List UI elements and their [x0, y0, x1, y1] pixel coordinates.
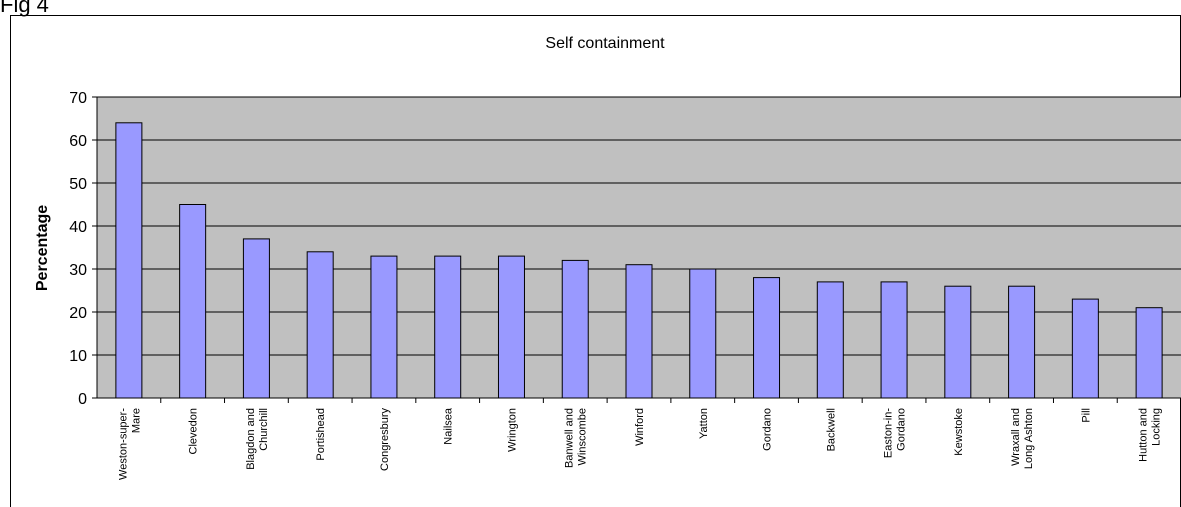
bar	[1071, 298, 1099, 399]
x-tick-label: Banwell andWinscombe	[564, 408, 589, 468]
bar	[434, 255, 462, 399]
x-tick-label: Kewstoke	[953, 408, 965, 456]
x-tick-label: Hutton andLocking	[1138, 408, 1163, 462]
x-tick-labels: Weston-super-Mare Clevedon Blagdon andChur…	[117, 407, 1162, 480]
x-tick-label: Wrington	[506, 408, 518, 452]
bar	[880, 281, 908, 399]
bar	[497, 255, 525, 399]
x-tick-label: Backwell	[825, 408, 837, 451]
bar	[370, 255, 398, 399]
bar	[242, 238, 270, 399]
bar	[1008, 285, 1036, 399]
x-tick-label: Nailsea	[443, 407, 455, 445]
y-tick-label: 40	[69, 219, 87, 236]
bar	[306, 251, 334, 399]
bar	[179, 204, 207, 399]
bar	[944, 285, 972, 399]
y-tick-label: 70	[69, 90, 87, 107]
y-axis-label: Percentage	[34, 205, 51, 291]
y-tick-label: 50	[69, 176, 87, 193]
x-tick-label: Winford	[634, 408, 646, 446]
x-tick-label: Easton-in-Gordano	[883, 408, 908, 458]
y-tick-label: 0	[78, 391, 87, 408]
bar	[561, 259, 589, 399]
y-tick-label: 10	[69, 348, 87, 365]
x-tick-label: Blagdon andChurchill	[245, 408, 270, 470]
bars	[115, 122, 1163, 399]
figure-label: Fig 4	[0, 0, 49, 17]
bar	[1135, 307, 1163, 399]
x-tick-label: Pill	[1080, 408, 1092, 423]
bar	[816, 281, 844, 399]
y-tick-label: 30	[69, 262, 87, 279]
x-tick-label: Portishead	[315, 408, 327, 461]
x-tick-label: Gordano	[762, 408, 774, 451]
bar	[625, 264, 653, 399]
bar	[115, 122, 143, 399]
x-tick-label: Yatton	[698, 408, 710, 439]
y-tick-label: 60	[69, 133, 87, 150]
bar	[689, 268, 717, 399]
x-tick-label: Wraxall andLong Ashton	[1010, 408, 1035, 469]
x-tick-label: Congresbury	[379, 408, 391, 471]
axes	[92, 96, 1181, 403]
bar	[753, 277, 781, 399]
y-tick-labels: 0 10 20 30 40 50 60 70	[69, 90, 87, 408]
chart-title: Self containment	[545, 35, 665, 52]
x-tick-label: Weston-super-Mare	[117, 408, 142, 480]
y-tick-label: 20	[69, 305, 87, 322]
x-tick-label: Clevedon	[188, 408, 200, 454]
